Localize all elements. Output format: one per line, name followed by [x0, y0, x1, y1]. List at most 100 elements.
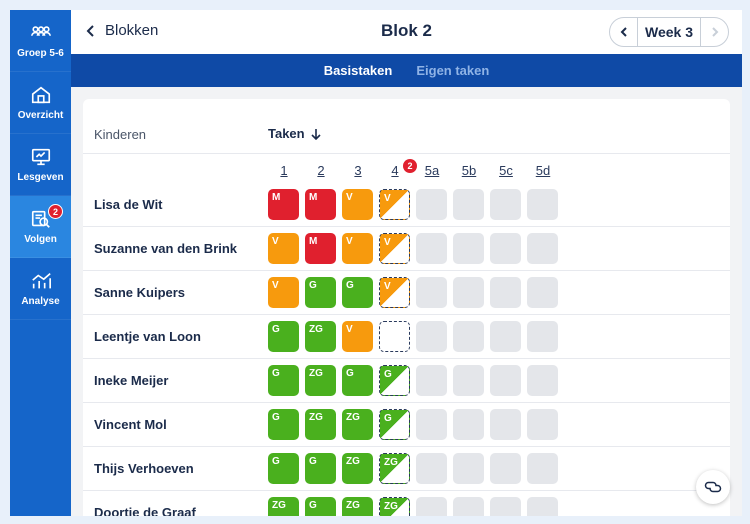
task-cell[interactable]: [527, 189, 558, 220]
student-name[interactable]: Lisa de Wit: [94, 197, 163, 212]
column-header-taken[interactable]: Taken: [268, 126, 322, 141]
tab-bar: Basistaken Eigen taken: [71, 54, 742, 87]
task-cell[interactable]: ZG: [342, 409, 373, 440]
task-cell[interactable]: [527, 409, 558, 440]
task-cell[interactable]: ZG: [305, 321, 336, 352]
task-cell[interactable]: G: [268, 321, 299, 352]
task-header-5d[interactable]: 5d: [535, 163, 551, 178]
sidebar-item-volgen[interactable]: 2 Volgen: [10, 196, 71, 258]
task-cell[interactable]: V: [379, 233, 410, 264]
task-header-5a[interactable]: 5a: [424, 163, 440, 178]
task-cell[interactable]: [416, 233, 447, 264]
task-cell[interactable]: V: [342, 189, 373, 220]
task-cell[interactable]: [527, 321, 558, 352]
task-cell-label: ZG: [346, 456, 360, 467]
divider: [83, 446, 730, 447]
task-cell[interactable]: ZG: [379, 497, 410, 516]
task-cell[interactable]: [453, 409, 484, 440]
task-cell[interactable]: G: [268, 365, 299, 396]
student-name[interactable]: Ineke Meijer: [94, 373, 169, 388]
task-cell-label: G: [272, 324, 280, 335]
student-name[interactable]: Thijs Verhoeven: [94, 461, 194, 476]
task-header-4[interactable]: 4: [391, 163, 399, 178]
task-cell[interactable]: M: [305, 233, 336, 264]
sidebar-item-analyse[interactable]: Analyse: [10, 258, 71, 320]
task-cell[interactable]: [416, 409, 447, 440]
task-cell[interactable]: [527, 453, 558, 484]
tab-basistaken[interactable]: Basistaken: [323, 63, 393, 78]
task-cell[interactable]: [527, 233, 558, 264]
sidebar-item-overzicht[interactable]: Overzicht: [10, 72, 71, 134]
task-cell[interactable]: V: [342, 233, 373, 264]
tab-eigen-taken[interactable]: Eigen taken: [416, 63, 490, 78]
task-cell[interactable]: [490, 321, 521, 352]
week-next-button[interactable]: [700, 18, 728, 46]
student-name[interactable]: Vincent Mol: [94, 417, 167, 432]
task-cell[interactable]: [527, 497, 558, 516]
task-cell[interactable]: [527, 365, 558, 396]
task-cell[interactable]: [453, 497, 484, 516]
task-cell[interactable]: [379, 321, 410, 352]
task-cell[interactable]: G: [379, 409, 410, 440]
task-cell[interactable]: G: [305, 497, 336, 516]
task-cell[interactable]: [416, 453, 447, 484]
task-cell[interactable]: [453, 453, 484, 484]
task-cell[interactable]: [453, 365, 484, 396]
task-cell[interactable]: ZG: [268, 497, 299, 516]
task-cell[interactable]: ZG: [305, 409, 336, 440]
task-cell[interactable]: G: [305, 277, 336, 308]
task-cell[interactable]: V: [268, 277, 299, 308]
task-cell[interactable]: ZG: [305, 365, 336, 396]
task-cell[interactable]: V: [379, 277, 410, 308]
task-cell[interactable]: V: [379, 189, 410, 220]
task-cell[interactable]: [490, 365, 521, 396]
student-name[interactable]: Suzanne van den Brink: [94, 241, 238, 256]
chat-button[interactable]: [696, 470, 730, 504]
task-cell[interactable]: G: [342, 277, 373, 308]
task-cell[interactable]: ZG: [379, 453, 410, 484]
task-cell[interactable]: [490, 277, 521, 308]
back-button[interactable]: Blokken: [85, 22, 158, 39]
task-cell-label: ZG: [384, 457, 398, 468]
task-cell[interactable]: [416, 277, 447, 308]
task-cell[interactable]: V: [342, 321, 373, 352]
task-cell[interactable]: [453, 277, 484, 308]
task-cell[interactable]: [490, 233, 521, 264]
task-header-1[interactable]: 1: [280, 163, 288, 178]
task-header-2[interactable]: 2: [317, 163, 325, 178]
divider: [83, 358, 730, 359]
task-cell[interactable]: [490, 189, 521, 220]
task-cell[interactable]: G: [342, 365, 373, 396]
follow-icon: [31, 210, 50, 228]
task-cell[interactable]: G: [305, 453, 336, 484]
task-cell[interactable]: [453, 233, 484, 264]
student-name[interactable]: Sanne Kuipers: [94, 285, 186, 300]
task-header-5b[interactable]: 5b: [461, 163, 477, 178]
task-cell[interactable]: [527, 277, 558, 308]
task-cell[interactable]: G: [379, 365, 410, 396]
task-cell[interactable]: [490, 497, 521, 516]
task-header-3[interactable]: 3: [354, 163, 362, 178]
task-cell[interactable]: ZG: [342, 453, 373, 484]
sidebar-item-lesgeven[interactable]: Lesgeven: [10, 134, 71, 196]
task-cell[interactable]: [453, 321, 484, 352]
sidebar-item-groep[interactable]: Groep 5-6: [10, 10, 71, 72]
student-name[interactable]: Leentje van Loon: [94, 329, 201, 344]
task-cell[interactable]: ZG: [342, 497, 373, 516]
task-cell[interactable]: G: [268, 453, 299, 484]
task-cell[interactable]: V: [268, 233, 299, 264]
task-cell[interactable]: [416, 365, 447, 396]
task-cell[interactable]: [490, 453, 521, 484]
task-cell[interactable]: M: [268, 189, 299, 220]
task-header-5c[interactable]: 5c: [499, 163, 513, 178]
task-cell[interactable]: [490, 409, 521, 440]
task-cell[interactable]: [416, 321, 447, 352]
task-cell-label: G: [384, 369, 392, 380]
student-name[interactable]: Doortje de Graaf: [94, 505, 196, 516]
week-prev-button[interactable]: [610, 18, 638, 46]
task-cell[interactable]: [453, 189, 484, 220]
task-cell[interactable]: M: [305, 189, 336, 220]
task-cell[interactable]: [416, 497, 447, 516]
task-cell[interactable]: [416, 189, 447, 220]
task-cell[interactable]: G: [268, 409, 299, 440]
